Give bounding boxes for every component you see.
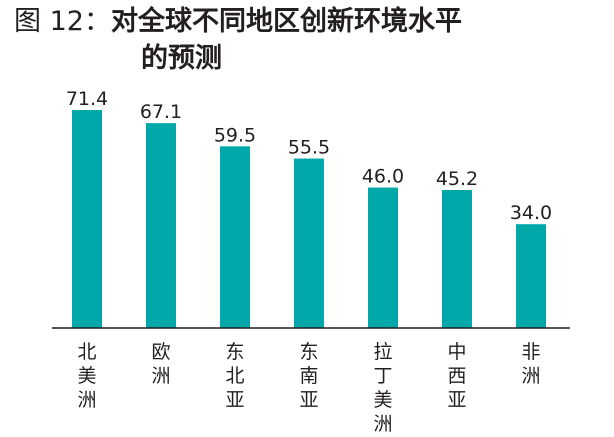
chart-title: 图 12：对全球不同地区创新环境水平 (14, 5, 462, 39)
category-label-5: 中西亚 (447, 341, 466, 411)
chart-title-main: 对全球不同地区创新环境水平 (110, 6, 462, 37)
category-label-0: 北美洲 (77, 341, 96, 411)
category-label-4: 拉丁美洲 (373, 341, 392, 435)
category-label-1: 欧洲 (151, 341, 170, 387)
bar-3 (294, 158, 324, 328)
bar-group (72, 110, 546, 329)
bar-1 (146, 123, 176, 329)
value-label-3: 55.5 (288, 137, 330, 159)
value-label-group: 71.4 67.1 59.5 55.5 46.0 45.2 34.0 (66, 88, 552, 224)
category-label-3: 东南亚 (299, 341, 318, 411)
value-label-6: 34.0 (510, 202, 552, 224)
value-label-1: 67.1 (140, 101, 182, 123)
chart-title-line2: 的预测 (141, 43, 222, 74)
figure-number: 图 12： (14, 6, 111, 37)
value-label-2: 59.5 (214, 124, 256, 146)
category-label-group: 北美洲 欧洲 东北亚 东南亚 拉丁美洲 中西亚 非洲 (77, 341, 540, 435)
category-label-2: 东北亚 (225, 341, 244, 411)
bar-4 (368, 187, 398, 328)
bar-2 (220, 146, 250, 328)
value-label-0: 71.4 (66, 88, 108, 110)
bar-0 (72, 110, 102, 328)
bar-6 (516, 224, 546, 328)
bar-5 (442, 189, 472, 328)
category-label-6: 非洲 (521, 341, 540, 387)
value-label-5: 45.2 (436, 168, 478, 190)
value-label-4: 46.0 (362, 166, 404, 188)
